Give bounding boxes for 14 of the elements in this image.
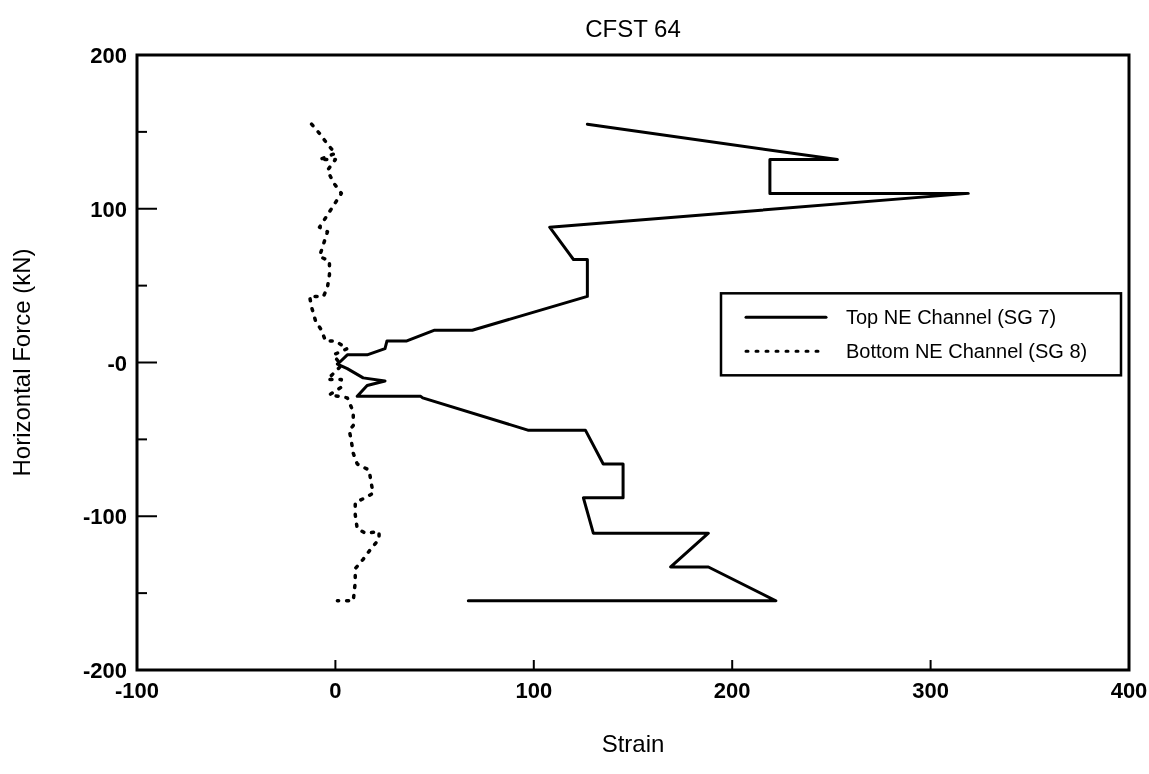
x-axis-title: Strain xyxy=(601,730,665,757)
y-tick-label: 100 xyxy=(90,196,127,222)
chart-title: CFST 64 xyxy=(585,15,681,42)
x-tick-label: 400 xyxy=(1110,678,1148,703)
y-tick-label: -100 xyxy=(82,504,127,530)
x-tick-label: 200 xyxy=(713,678,751,703)
y-tick-label: 200 xyxy=(90,43,127,68)
x-tick-label: 300 xyxy=(912,678,949,703)
legend-label: Bottom NE Channel (SG 8) xyxy=(846,340,1088,363)
y-tick-label: -0 xyxy=(107,350,127,376)
x-tick-label: 0 xyxy=(329,678,342,703)
legend-label: Top NE Channel (SG 7) xyxy=(846,306,1057,329)
x-tick-label: 100 xyxy=(515,678,553,703)
y-axis-title: Horizontal Force (kN) xyxy=(8,248,35,477)
